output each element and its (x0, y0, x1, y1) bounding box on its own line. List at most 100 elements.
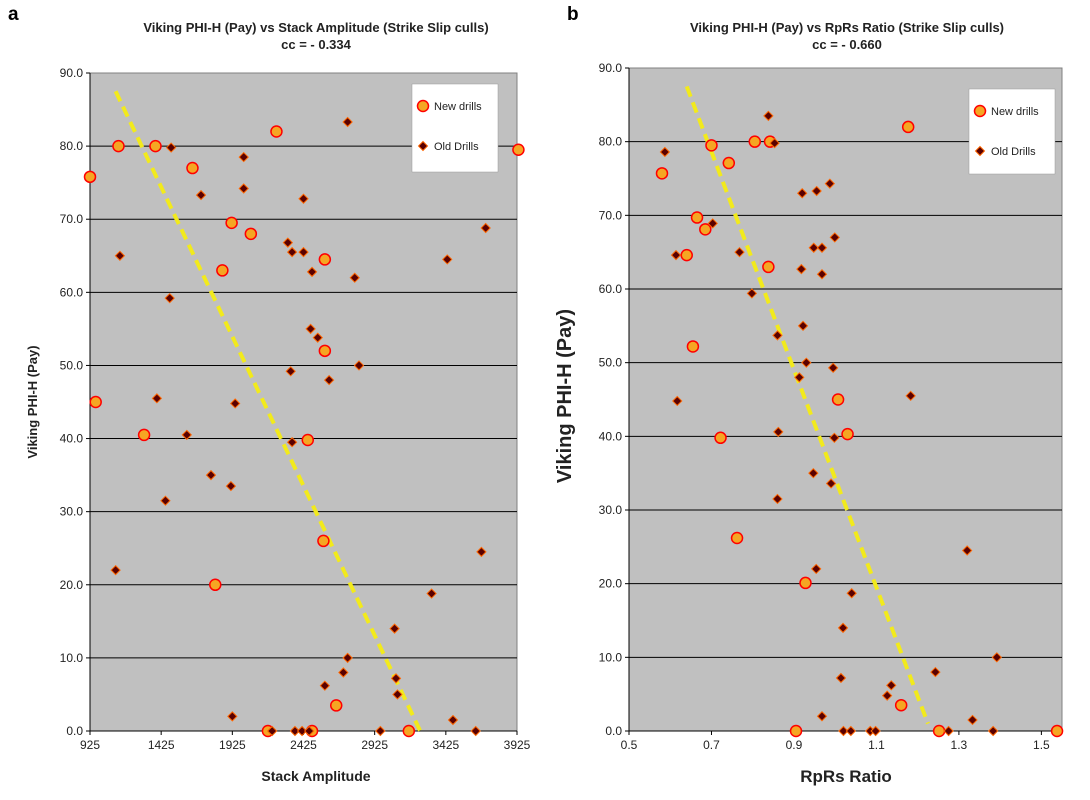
panel-b-letter: b (567, 4, 579, 25)
new-drill-point (680, 248, 693, 262)
x-axis-label: Stack Amplitude (261, 768, 370, 784)
old-drill-point (338, 667, 349, 678)
x-tick-label: 2425 (290, 738, 317, 752)
x-tick-label: 3425 (432, 738, 459, 752)
new-drill-point (748, 135, 762, 148)
new-drill-point (89, 395, 102, 409)
old-drill-point (827, 362, 839, 374)
legend-box (968, 88, 1056, 175)
old-drill-point (353, 360, 365, 371)
old-drill-point (266, 725, 278, 737)
old-drill-point (160, 495, 171, 506)
old-drill-point (794, 372, 805, 383)
old-drill-point (392, 689, 403, 700)
y-tick-label: 50.0 (599, 356, 623, 370)
y-tick-label: 20.0 (60, 578, 84, 592)
x-tick-label: 1.5 (1033, 738, 1050, 752)
new-drill-point (225, 216, 238, 230)
y-tick-label: 0.0 (66, 724, 83, 738)
old-drill-point (746, 288, 758, 299)
old-drill-point (967, 714, 978, 726)
old-drill-point (426, 588, 437, 599)
old-drill-point (205, 469, 217, 481)
old-drill-point (659, 146, 671, 158)
new-drill-point (1050, 724, 1064, 738)
old-drill-point (289, 725, 301, 737)
x-tick-label: 0.5 (621, 738, 638, 752)
old-drill-point (164, 292, 175, 304)
new-drill-point (655, 167, 669, 180)
new-drill-point (317, 534, 330, 548)
y-tick-label: 80.0 (599, 135, 623, 149)
chart-title: Viking PHI-H (Pay) vs Stack Amplitude (S… (143, 20, 488, 35)
x-tick-label: 3925 (504, 738, 531, 752)
old-drill-point (838, 725, 849, 737)
new-drill-point (932, 724, 946, 738)
old-drill-point (312, 332, 323, 343)
new-drill-point (690, 211, 704, 224)
new-drill-point (831, 393, 845, 406)
legend-old-drills-marker (974, 145, 986, 157)
old-drill-point (389, 623, 400, 634)
old-drill-point (672, 395, 683, 407)
old-drill-point (763, 110, 774, 122)
old-drill-point (286, 437, 298, 448)
legend-old-drills-label: Old Drills (434, 141, 479, 153)
x-tick-label: 1425 (148, 738, 175, 752)
old-drill-point (476, 546, 487, 558)
old-drill-point (824, 178, 836, 189)
old-drill-point (734, 246, 745, 258)
y-axis-label: Viking PHI-H (Pay) (554, 309, 576, 483)
series-new-drills (655, 120, 1064, 738)
old-drill-point (816, 242, 828, 253)
new-drill-point (318, 344, 332, 358)
old-drill-point (342, 652, 353, 664)
new-drill-point (730, 531, 744, 545)
new-drill-point (112, 139, 125, 153)
new-drill-point (686, 340, 700, 353)
legend-old-drills-label: Old Drills (991, 146, 1036, 158)
y-tick-label: 60.0 (60, 285, 84, 299)
old-drill-point (298, 246, 309, 258)
y-axis-label: Viking PHI-H (Pay) (25, 345, 40, 458)
new-drill-point (216, 264, 229, 277)
old-drill-point (808, 467, 819, 479)
trend-line (684, 85, 930, 725)
old-drill-point (905, 390, 916, 402)
y-tick-label: 10.0 (60, 651, 84, 665)
old-drill-point (837, 622, 849, 634)
old-drill-point (773, 426, 784, 438)
old-drill-point (165, 142, 177, 153)
old-drill-point (447, 714, 459, 726)
old-drill-point (808, 242, 819, 253)
chart-subtitle: cc = - 0.660 (812, 37, 882, 52)
series-old-drills (659, 110, 1003, 737)
new-drill-point (149, 139, 162, 153)
x-tick-label: 2925 (361, 738, 388, 752)
old-drill-point (110, 564, 121, 576)
new-drill-point (270, 125, 283, 138)
new-drill-point (186, 161, 199, 175)
old-drill-point (151, 393, 163, 404)
old-drill-point (943, 725, 954, 737)
old-drill-point (769, 137, 780, 149)
new-drill-point (699, 223, 712, 236)
old-drill-point (285, 366, 296, 377)
y-tick-label: 80.0 (60, 139, 84, 153)
y-tick-label: 30.0 (599, 503, 623, 517)
new-drill-point (799, 576, 812, 590)
old-drill-point (303, 725, 315, 737)
old-drill-point (829, 232, 840, 243)
old-drill-point (811, 563, 822, 575)
plot-group: 0.0 10.0 20.0 30.0 40.0 50.0 60.0 70.0 80.0 90.0 0… (599, 61, 1064, 752)
y-tick-label: 70.0 (60, 212, 84, 226)
new-drill-point (329, 699, 343, 712)
old-drill-point (846, 588, 857, 599)
legend-old-drills-marker (417, 140, 429, 152)
old-drill-point (886, 680, 897, 691)
new-drill-point (301, 433, 315, 447)
legend-new-drills-marker (973, 104, 987, 118)
old-drill-point (238, 151, 249, 163)
legend-new-drills-marker (416, 99, 430, 113)
legend: New drills Old Drills (411, 83, 499, 173)
